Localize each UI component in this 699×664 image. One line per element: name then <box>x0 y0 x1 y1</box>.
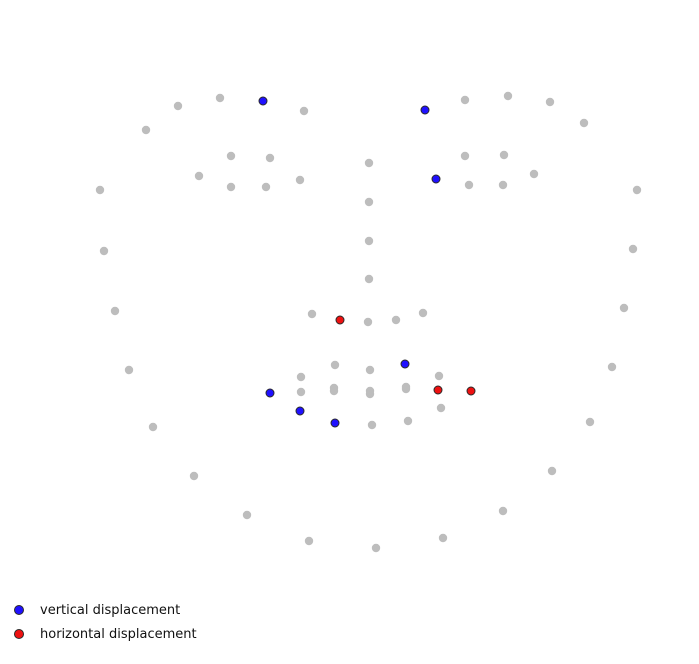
vertical-point <box>330 418 340 428</box>
neutral-point <box>226 151 236 161</box>
neutral-point <box>365 389 375 399</box>
neutral-point <box>460 151 470 161</box>
neutral-point <box>226 182 236 192</box>
neutral-point <box>110 306 120 316</box>
neutral-point <box>460 95 470 105</box>
neutral-point <box>498 506 508 516</box>
horizontal-point <box>466 386 476 396</box>
legend-label-horizontal: horizontal displacement <box>40 626 197 642</box>
neutral-point <box>371 543 381 553</box>
neutral-point <box>607 362 617 372</box>
neutral-point <box>189 471 199 481</box>
neutral-point <box>367 420 377 430</box>
legend-item-vertical: vertical displacement <box>14 598 197 622</box>
vertical-point <box>258 96 268 106</box>
neutral-point <box>547 466 557 476</box>
neutral-point <box>579 118 589 128</box>
neutral-point <box>434 371 444 381</box>
neutral-landmark-points <box>95 91 642 553</box>
neutral-point <box>619 303 629 313</box>
neutral-point <box>438 533 448 543</box>
horizontal-point <box>335 315 345 325</box>
neutral-point <box>436 403 446 413</box>
vertical-marker-icon <box>14 605 24 615</box>
neutral-point <box>215 93 225 103</box>
neutral-point <box>632 185 642 195</box>
legend-item-horizontal: horizontal displacement <box>14 622 197 646</box>
neutral-point <box>365 365 375 375</box>
neutral-point <box>364 236 374 246</box>
neutral-point <box>364 197 374 207</box>
neutral-point <box>401 382 411 392</box>
neutral-point <box>364 158 374 168</box>
vertical-point <box>265 388 275 398</box>
neutral-point <box>296 387 306 397</box>
neutral-point <box>499 150 509 160</box>
neutral-point <box>364 274 374 284</box>
neutral-point <box>304 536 314 546</box>
neutral-point <box>329 383 339 393</box>
horizontal-marker-icon <box>14 629 24 639</box>
neutral-point <box>391 315 401 325</box>
vertical-point <box>431 174 441 184</box>
neutral-point <box>307 309 317 319</box>
neutral-point <box>95 185 105 195</box>
neutral-point <box>194 171 204 181</box>
neutral-point <box>418 308 428 318</box>
neutral-point <box>628 244 638 254</box>
neutral-point <box>545 97 555 107</box>
neutral-point <box>148 422 158 432</box>
legend: vertical displacement horizontal displac… <box>14 598 197 646</box>
neutral-point <box>141 125 151 135</box>
neutral-point <box>503 91 513 101</box>
neutral-point <box>529 169 539 179</box>
vertical-point <box>295 406 305 416</box>
neutral-point <box>296 372 306 382</box>
vertical-point <box>420 105 430 115</box>
neutral-point <box>498 180 508 190</box>
horizontal-point <box>433 385 443 395</box>
neutral-point <box>124 365 134 375</box>
neutral-point <box>403 416 413 426</box>
vertical-displacement-points <box>258 96 441 428</box>
vertical-point <box>400 359 410 369</box>
neutral-point <box>173 101 183 111</box>
neutral-point <box>99 246 109 256</box>
neutral-point <box>261 182 271 192</box>
legend-label-vertical: vertical displacement <box>40 602 181 618</box>
neutral-point <box>295 175 305 185</box>
neutral-point <box>464 180 474 190</box>
neutral-point <box>242 510 252 520</box>
neutral-point <box>299 106 309 116</box>
neutral-point <box>265 153 275 163</box>
horizontal-displacement-points <box>335 315 476 396</box>
neutral-point <box>330 360 340 370</box>
neutral-point <box>585 417 595 427</box>
neutral-point <box>363 317 373 327</box>
